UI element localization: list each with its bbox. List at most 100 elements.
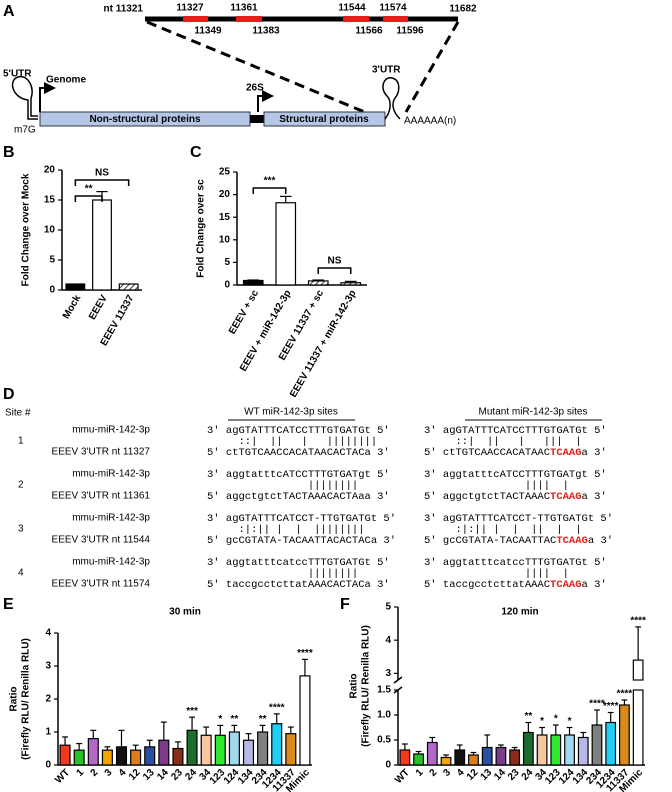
y-tick-label: 0 bbox=[49, 285, 55, 296]
bar bbox=[632, 689, 644, 766]
x-tick-label: 1 bbox=[414, 767, 426, 779]
y-tick-label: 10 bbox=[219, 234, 231, 245]
mirna-seq: 3' aggtatttcATCCTTTGTGATgt 5' bbox=[424, 469, 607, 481]
y-tick-label: 3 bbox=[45, 661, 51, 672]
mirna-seq: 3' agGTATTTCATCCTTTGTGATGt 5' bbox=[207, 425, 390, 437]
mirna-seq: 3' aggtatttcatccTTTGTGATGt 5' bbox=[424, 557, 607, 569]
pairing: |||| | bbox=[424, 480, 569, 492]
x-tick-label: 2 bbox=[428, 767, 440, 779]
bar bbox=[115, 746, 128, 766]
mirna-seq: 3' aggtatttcatccTTTGTGATGt 5' bbox=[207, 557, 390, 569]
zoom-line bbox=[146, 20, 385, 122]
bar bbox=[481, 746, 493, 766]
target-seq: 5' aggctgtctTACTAAACACTAaa 3' bbox=[207, 491, 390, 503]
y-tick-label: 10 bbox=[44, 225, 56, 236]
bar bbox=[509, 749, 521, 766]
wt-header: WT miR-142-3p sites bbox=[244, 407, 338, 418]
bar bbox=[242, 739, 255, 766]
target-part: 5' ctTGTCAACCACATAAC bbox=[424, 447, 550, 459]
nt-label: 11566 bbox=[355, 26, 383, 37]
bar bbox=[172, 747, 184, 766]
significance: * bbox=[218, 714, 222, 725]
x-tick-label: 4 bbox=[117, 767, 129, 779]
promoter-arrow bbox=[257, 90, 274, 112]
pairing: ::| || | ||| | bbox=[424, 436, 582, 448]
y-axis-label: Ratio bbox=[349, 674, 360, 699]
significance: **** bbox=[603, 701, 619, 712]
target-seq: 5' ctTGTCAACCACATAACTCAAGa 3' bbox=[424, 447, 607, 459]
site-number: 4 bbox=[18, 568, 24, 579]
pairing: :|:|| | | || | | bbox=[424, 524, 582, 536]
bar bbox=[285, 733, 297, 766]
target-part: a 3' bbox=[582, 447, 607, 459]
x-tick-label: 2 bbox=[89, 767, 101, 779]
bar bbox=[299, 675, 311, 766]
significance: **** bbox=[617, 689, 633, 700]
bar bbox=[591, 724, 603, 766]
comparison-label: NS bbox=[328, 256, 342, 267]
three-utr-label: 3'UTR bbox=[372, 65, 401, 76]
site-box bbox=[183, 16, 208, 22]
bar bbox=[87, 737, 99, 766]
mirna-seq: 3' agGTATTTCATCCT-TTGTGATGt 5' bbox=[207, 513, 396, 525]
mirna-seq: 3' aggtatttcATCCTTTGTGATgt 5' bbox=[207, 469, 390, 481]
significance: *** bbox=[186, 706, 198, 717]
nt-label: 11544 bbox=[338, 3, 366, 14]
y-tick-label: 3 bbox=[385, 668, 391, 679]
pairing: |||||||| bbox=[207, 480, 358, 492]
target-name: EEEV 3'UTR nt 11361 bbox=[52, 491, 151, 502]
genome-arrow bbox=[39, 82, 56, 112]
bar bbox=[92, 199, 112, 291]
bar bbox=[275, 202, 297, 286]
bar bbox=[59, 744, 71, 766]
target-seq: 5' gcCGTATA-TACAATTACTCAAGa 3' bbox=[424, 535, 613, 547]
target-seq: 5' aggctgtctTACTAAACTCAAGa 3' bbox=[424, 491, 607, 503]
chart-title: 30 min bbox=[169, 607, 201, 618]
y-tick-label: 20 bbox=[44, 165, 56, 176]
mutation: TCAAG bbox=[550, 447, 582, 459]
nt-label: 11574 bbox=[379, 3, 407, 14]
x-tick-label: 3 bbox=[103, 767, 115, 779]
mirna-name: mmu-miR-142-3p bbox=[72, 469, 150, 480]
x-tick-label: WT bbox=[53, 767, 72, 786]
x-tick-label: Mock bbox=[61, 293, 84, 321]
nt-label: nt 11321 bbox=[104, 4, 144, 15]
bar bbox=[454, 749, 466, 766]
mutation: TCAAG bbox=[550, 491, 582, 503]
nt-label: 11596 bbox=[396, 26, 424, 37]
structural-label: Structural proteins bbox=[279, 114, 369, 125]
significance: **** bbox=[269, 702, 285, 713]
target-name: EEEV 3'UTR nt 11327 bbox=[52, 447, 151, 458]
y-tick-label: 5 bbox=[385, 602, 391, 613]
target-name: EEEV 3'UTR nt 11544 bbox=[52, 535, 151, 546]
bar bbox=[550, 734, 562, 766]
target-part: a 3' bbox=[582, 579, 607, 591]
bar-upper bbox=[632, 659, 644, 681]
mirna-seq: 3' agGTATTTCATCCTTTGTGATGt 5' bbox=[424, 425, 607, 437]
site-box bbox=[383, 16, 408, 22]
significance: * bbox=[554, 714, 558, 725]
target-part: 5' taccgcctcttatAAAC bbox=[424, 579, 550, 591]
comparison-bracket bbox=[317, 267, 352, 274]
significance: * bbox=[568, 716, 572, 727]
significance: **** bbox=[297, 648, 313, 659]
five-utr-label: 5'UTR bbox=[3, 69, 32, 80]
bar bbox=[413, 753, 424, 766]
site-box bbox=[343, 16, 369, 22]
bar bbox=[130, 749, 142, 766]
y-tick-label: 5 bbox=[49, 255, 55, 266]
x-tick-label: 1 bbox=[74, 767, 86, 779]
x-tick-label: EEEV + sc bbox=[227, 288, 261, 336]
mirna-seq: 3' agGTATTTCATCCT-TTGTGATGt 5' bbox=[424, 513, 613, 525]
bar bbox=[495, 746, 507, 766]
mirna-name: mmu-miR-142-3p bbox=[72, 557, 150, 568]
bar bbox=[186, 729, 198, 766]
bar bbox=[426, 741, 438, 766]
bar bbox=[101, 749, 113, 766]
promoter-label: 26S bbox=[246, 83, 264, 94]
target-name: EEEV 3'UTR nt 11574 bbox=[52, 579, 151, 590]
comparison-label: ** bbox=[85, 184, 93, 195]
nt-label: 11682 bbox=[449, 4, 477, 15]
bar bbox=[65, 283, 86, 291]
